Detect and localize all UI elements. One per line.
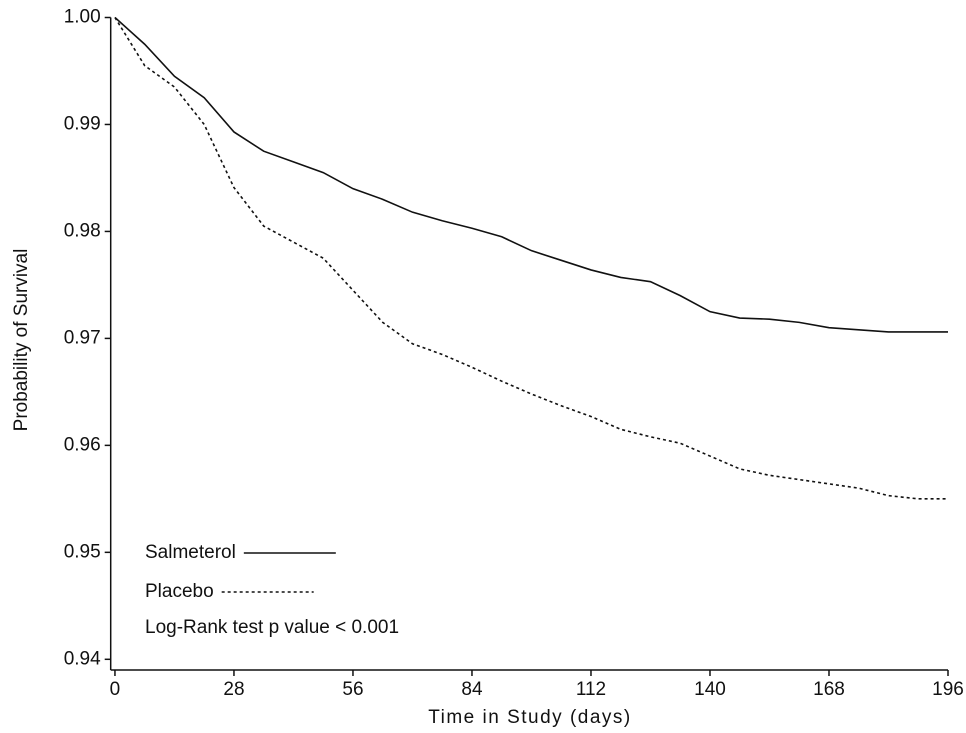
y-axis-label: Probability of Survival [11,249,32,432]
x-tick-label: 56 [342,679,363,700]
x-tick-label: 140 [694,679,726,700]
annotation: Log-Rank test p value < 0.001 [145,617,399,638]
y-tick-label: 0.97 [64,327,101,348]
y-tick-label: 1.00 [64,7,101,28]
x-axis-label: Time in Study (days) [428,707,632,728]
legend-label: Placebo [145,581,214,602]
y-tick-label: 0.95 [64,541,101,562]
x-tick-label: 28 [223,679,244,700]
legend-label: Salmeterol [145,542,236,563]
x-tick-label: 112 [576,679,606,700]
y-tick-label: 0.98 [64,220,101,241]
x-tick-label: 168 [813,679,845,700]
survival-line [114,17,948,500]
x-tick-label: 84 [461,679,483,700]
x-tick-label: 196 [932,679,964,700]
y-tick-label: 0.99 [64,113,101,134]
survival-line [114,16,948,333]
x-tick-label: 0 [110,679,121,700]
y-tick-label: 0.94 [64,648,101,669]
y-tick-label: 0.96 [64,434,101,455]
